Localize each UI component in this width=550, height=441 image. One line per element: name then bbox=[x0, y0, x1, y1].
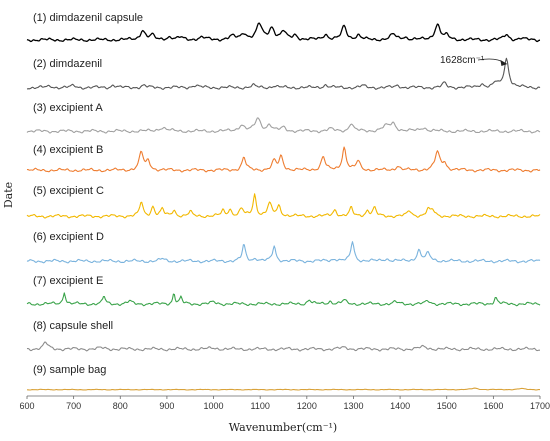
x-tick-label: 1700 bbox=[530, 401, 550, 411]
x-tick-label: 1200 bbox=[297, 401, 317, 411]
y-axis-label: Date bbox=[2, 182, 15, 208]
x-tick-label: 1400 bbox=[390, 401, 410, 411]
x-tick-label: 600 bbox=[19, 401, 34, 411]
series-layer bbox=[26, 22, 541, 391]
series-label: (1) dimdazenil capsule bbox=[33, 12, 143, 24]
series-line bbox=[26, 341, 540, 352]
series-line bbox=[26, 241, 541, 264]
series-label: (4) excipient B bbox=[33, 144, 103, 156]
peak-annotation-arrowhead bbox=[500, 60, 508, 66]
peak-annotation-label: 1628cm⁻¹ bbox=[440, 55, 485, 66]
x-tick-label: 1300 bbox=[343, 401, 363, 411]
series-label: (5) excipient C bbox=[33, 185, 104, 197]
series-label: (2) dimdazenil bbox=[33, 58, 102, 70]
series-line bbox=[26, 117, 541, 134]
series-line bbox=[26, 146, 541, 173]
x-tick-label: 1600 bbox=[483, 401, 503, 411]
series-label: (8) capsule shell bbox=[33, 320, 113, 332]
series-label: (9) sample bag bbox=[33, 364, 106, 376]
series-line bbox=[26, 22, 541, 43]
series-line bbox=[26, 292, 541, 307]
annotation-layer: 1628cm⁻¹ bbox=[440, 55, 508, 66]
x-tick-label: 1500 bbox=[437, 401, 457, 411]
series-line bbox=[26, 193, 541, 219]
x-tick-label: 800 bbox=[113, 401, 128, 411]
x-tick-label: 1000 bbox=[204, 401, 224, 411]
series-label: (3) excipient A bbox=[33, 102, 103, 114]
series-label-layer: (1) dimdazenil capsule (2) dimdazenil (3) … bbox=[33, 12, 143, 376]
x-tick-label: 1100 bbox=[251, 401, 270, 411]
series-label: (7) excipient E bbox=[33, 275, 103, 287]
x-axis-label: Wavenumber(cm⁻¹) bbox=[229, 421, 337, 434]
series-line bbox=[27, 387, 540, 391]
series-label: (6) excipient D bbox=[33, 231, 104, 243]
x-tick-label: 700 bbox=[66, 401, 81, 411]
series-line bbox=[26, 57, 541, 90]
x-tick-label: 900 bbox=[159, 401, 174, 411]
x-tick-layer: 600 700 800 900 1000 1100 1200 1300 1400 1500 1600… bbox=[19, 396, 550, 411]
